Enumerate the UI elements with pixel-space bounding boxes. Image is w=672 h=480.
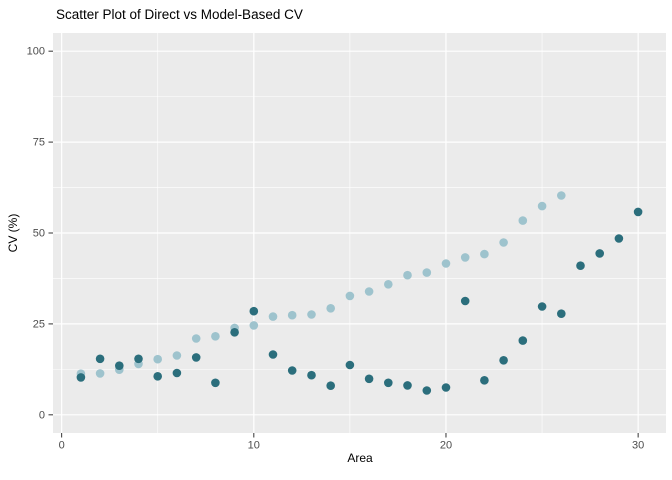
scatter-point: [345, 360, 355, 370]
scatter-point: [633, 207, 643, 217]
scatter-point: [403, 381, 412, 390]
scatter-point: [287, 366, 297, 375]
scatter-point: [76, 373, 86, 382]
x-tick-label: 30: [632, 440, 644, 452]
x-tick-label: 20: [440, 440, 452, 452]
scatter-point: [422, 386, 432, 395]
y-tick-label: 100: [27, 46, 45, 58]
scatter-point: [211, 378, 220, 388]
y-tick-label: 0: [39, 409, 45, 421]
scatter-point: [518, 336, 528, 345]
scatter-point: [230, 328, 239, 337]
scatter-point: [441, 383, 451, 392]
scatter-point: [172, 368, 182, 378]
scatter-point: [614, 234, 624, 243]
scatter-point: [557, 309, 566, 319]
scatter-point: [480, 249, 489, 259]
scatter-point: [499, 238, 508, 247]
scatter-point: [95, 354, 105, 364]
scatter-point: [153, 372, 162, 381]
y-tick-label: 50: [33, 228, 45, 240]
scatter-point: [172, 351, 182, 360]
scatter-point: [384, 280, 393, 289]
x-tick-label: 10: [248, 440, 260, 452]
scatter-point: [307, 310, 316, 319]
scatter-point: [480, 376, 489, 385]
x-tick-label: 0: [59, 440, 65, 452]
scatter-point: [326, 304, 336, 313]
scatter-point: [134, 354, 143, 364]
major-gridlines: [53, 33, 666, 433]
scatter-point: [595, 249, 604, 258]
x-axis-title: Area: [347, 451, 373, 465]
scatter-point: [287, 310, 297, 320]
scatter-point: [307, 370, 316, 380]
scatter-point: [364, 374, 374, 384]
axis-tick-labels: 0 10 20 30 0 25 50 75 100: [27, 46, 645, 452]
scatter-point: [518, 216, 528, 225]
scatter-point: [191, 334, 201, 343]
scatter-point: [249, 321, 259, 330]
scatter-point: [557, 191, 566, 200]
y-tick-label: 75: [33, 137, 45, 149]
scatter-point: [364, 287, 374, 296]
scatter-point: [326, 381, 336, 391]
chart-title: Scatter Plot of Direct vs Model-Based CV: [56, 7, 303, 22]
scatter-point: [345, 291, 355, 301]
scatter-point: [403, 270, 412, 280]
scatter-point: [537, 302, 547, 311]
y-axis-title: CV (%): [6, 214, 20, 253]
scatter-point: [441, 259, 451, 268]
scatter-point: [537, 201, 547, 211]
axis-tick-marks: [48, 50, 639, 438]
y-tick-label: 25: [33, 318, 45, 330]
scatter-point: [115, 361, 124, 371]
scatter-points: [76, 191, 643, 395]
scatter-point: [268, 312, 278, 321]
scatter-point: [153, 354, 162, 364]
scatter-point: [384, 378, 393, 388]
scatter-point: [95, 369, 105, 378]
scatter-point: [249, 306, 259, 316]
scatter-point: [576, 261, 585, 271]
scatter-point: [191, 353, 201, 362]
scatter-point: [499, 356, 508, 365]
scatter-point: [460, 296, 470, 306]
scatter-point: [211, 332, 220, 341]
scatter-point: [268, 350, 278, 359]
scatter-point: [422, 268, 432, 277]
scatter-point: [460, 253, 470, 262]
